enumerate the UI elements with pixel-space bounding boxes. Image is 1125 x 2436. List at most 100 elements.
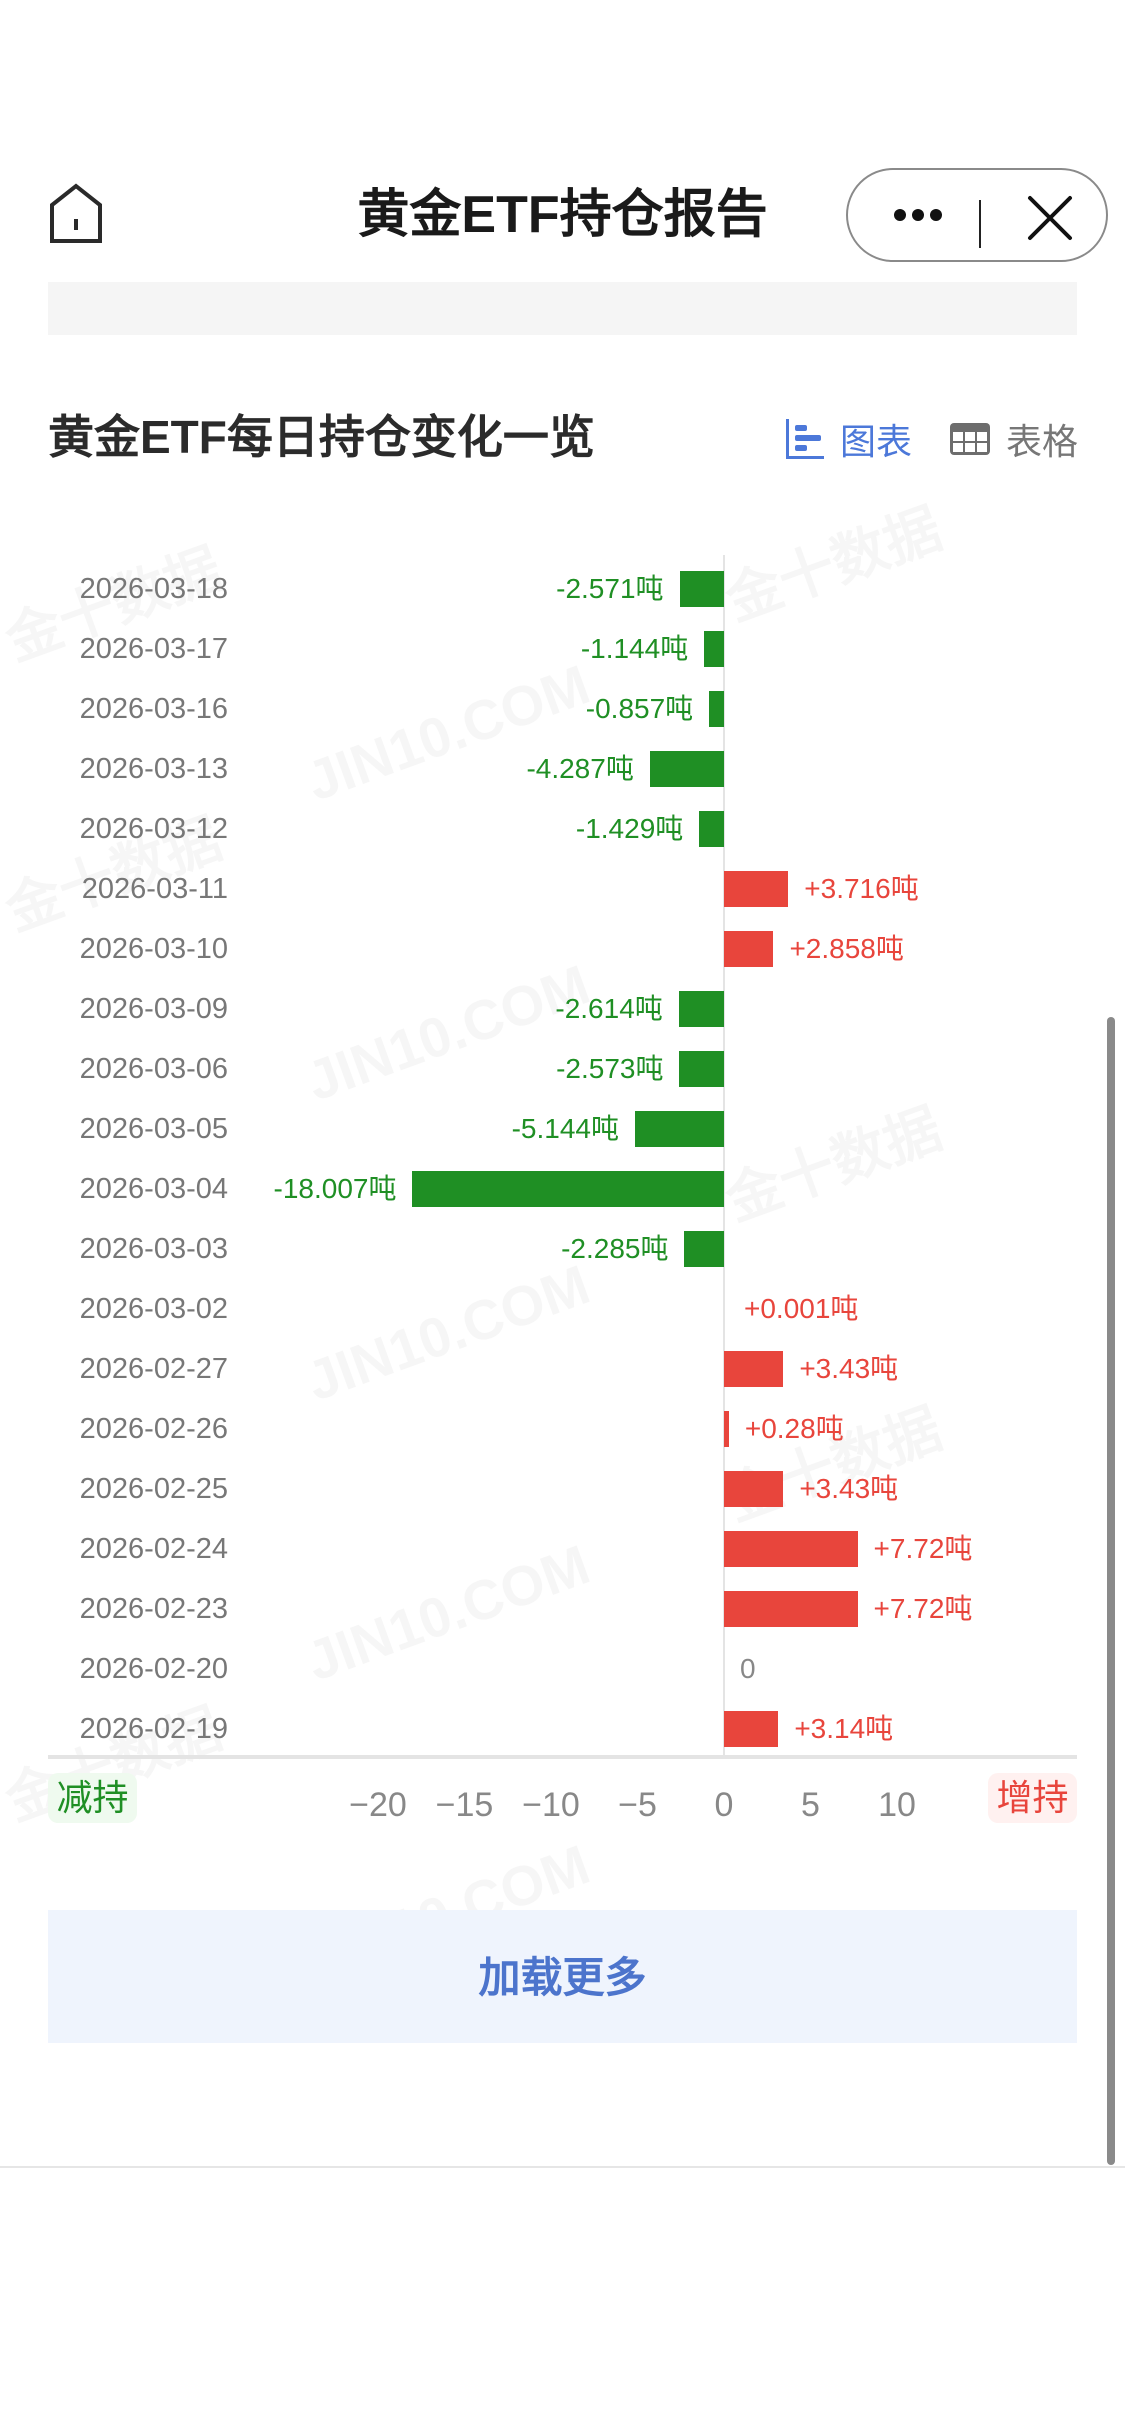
chart-row: 2026-03-10 +2.858吨 [0, 919, 1125, 979]
more-dots-icon [894, 209, 942, 221]
date-label: 2026-02-24 [79, 1533, 228, 1565]
increase-bar [724, 871, 789, 907]
date-label: 2026-03-18 [79, 573, 228, 605]
chart-row: 2026-03-03 -2.285吨 [0, 1219, 1125, 1279]
increase-bar [724, 1351, 784, 1387]
holdings-change-bar-chart: 2026-03-18 -2.571吨 2026-03-17 -1.144吨 2026-0… [0, 555, 1125, 1755]
chart-row: 2026-03-11 +3.716吨 [0, 859, 1125, 919]
date-label: 2026-02-25 [79, 1473, 228, 1505]
chart-row: 2026-03-09 -2.614吨 [0, 979, 1125, 1039]
date-label: 2026-03-04 [79, 1173, 228, 1205]
decrease-bar [684, 1231, 724, 1267]
date-label: 2026-03-10 [79, 933, 228, 965]
decrease-bar [649, 751, 724, 787]
chart-row: 2026-03-02 +0.001吨 [0, 1279, 1125, 1339]
value-label: +0.28吨 [744, 1413, 844, 1444]
chart-row: 2026-02-27 +3.43吨 [0, 1339, 1125, 1399]
load-more-button[interactable]: 加载更多 [48, 1910, 1077, 2043]
chart-row: 2026-03-12 -1.429吨 [0, 799, 1125, 859]
decrease-bar [678, 991, 724, 1027]
home-button[interactable] [48, 183, 104, 243]
date-label: 2026-03-17 [79, 633, 228, 665]
value-label: 0 [740, 1653, 756, 1684]
chart-row: 2026-03-13 -4.287吨 [0, 739, 1125, 799]
date-label: 2026-02-27 [79, 1353, 228, 1385]
date-label: 2026-03-12 [79, 813, 228, 845]
mini-program-capsule [846, 168, 1108, 262]
chart-row: 2026-03-04 -18.007吨 [0, 1159, 1125, 1219]
x-tick-label: −20 [349, 1786, 407, 1824]
date-label: 2026-02-26 [79, 1413, 228, 1445]
value-label: +3.43吨 [799, 1473, 899, 1504]
value-label: -1.429吨 [575, 813, 684, 844]
section-title: 黄金ETF每日持仓变化一览 [48, 411, 595, 463]
date-label: 2026-02-19 [79, 1713, 228, 1745]
value-label: -2.571吨 [556, 573, 664, 604]
chart-row: 2026-03-06 -2.573吨 [0, 1039, 1125, 1099]
view-toggle-table-label: 表格 [1006, 421, 1079, 462]
chart-row: 2026-03-16 -0.857吨 [0, 679, 1125, 739]
chart-row: 2026-02-25 +3.43吨 [0, 1459, 1125, 1519]
decrease-bar [709, 691, 724, 727]
increase-bar [724, 1471, 784, 1507]
x-tick-label: 5 [801, 1786, 820, 1824]
chart-row: 2026-02-20 0 [0, 1639, 1125, 1699]
decrease-bar [704, 631, 724, 667]
close-icon [1028, 196, 1072, 240]
value-label: +7.72吨 [873, 1533, 973, 1564]
view-toggle-table[interactable]: 表格 [950, 414, 1078, 464]
x-tick-label: −5 [618, 1786, 657, 1824]
value-label: +3.716吨 [804, 873, 919, 904]
close-button[interactable] [1020, 188, 1080, 248]
value-label: +2.858吨 [789, 933, 904, 964]
value-label: -1.144吨 [580, 633, 689, 664]
increase-bar [724, 1531, 858, 1567]
increase-bar [724, 1591, 858, 1627]
decrease-bar [635, 1111, 724, 1147]
chart-row: 2026-03-05 -5.144吨 [0, 1099, 1125, 1159]
value-label: -2.614吨 [555, 993, 663, 1024]
date-label: 2026-02-23 [79, 1593, 228, 1625]
view-toggle-chart[interactable]: 图表 [786, 414, 912, 464]
value-label: +3.43吨 [799, 1353, 899, 1384]
value-label: +0.001吨 [744, 1293, 859, 1324]
legend-increase-badge: 增持 [988, 1773, 1077, 1823]
scrollbar[interactable] [1107, 1017, 1115, 2165]
decrease-bar [699, 811, 724, 847]
value-label: -4.287吨 [526, 753, 634, 784]
table-grid-icon [950, 423, 990, 455]
decrease-bar [412, 1171, 724, 1207]
header-strip [48, 282, 1077, 335]
chart-row: 2026-03-18 -2.571吨 [0, 559, 1125, 619]
more-button[interactable] [868, 170, 968, 260]
date-label: 2026-03-02 [79, 1293, 228, 1325]
x-tick-label: 0 [714, 1786, 734, 1824]
decrease-bar [679, 571, 724, 607]
increase-bar [724, 931, 774, 967]
date-label: 2026-03-03 [79, 1233, 228, 1265]
date-label: 2026-02-20 [79, 1653, 228, 1685]
chart-row: 2026-02-24 +7.72吨 [0, 1519, 1125, 1579]
date-label: 2026-03-11 [81, 873, 228, 905]
page-title: 黄金ETF持仓报告 [357, 186, 768, 244]
x-tick-label: 10 [878, 1786, 916, 1824]
date-label: 2026-03-16 [79, 693, 228, 725]
date-label: 2026-03-13 [79, 753, 228, 785]
x-axis-line [48, 1755, 1077, 1759]
date-label: 2026-03-05 [79, 1113, 228, 1145]
value-label: -18.007吨 [273, 1173, 397, 1204]
value-label: -2.285吨 [561, 1233, 669, 1264]
x-tick-label: −15 [435, 1786, 494, 1824]
date-label: 2026-03-09 [79, 993, 228, 1025]
increase-bar [724, 1711, 779, 1747]
chart-row: 2026-02-26 +0.28吨 [0, 1399, 1125, 1459]
legend-decrease-badge: 减持 [48, 1773, 137, 1823]
chart-row: 2026-02-23 +7.72吨 [0, 1579, 1125, 1639]
bar-chart-icon [786, 419, 824, 459]
increase-bar [724, 1411, 729, 1447]
value-label: -2.573吨 [556, 1053, 664, 1084]
bottom-divider [0, 2166, 1125, 2168]
value-label: +3.14吨 [794, 1713, 894, 1744]
x-tick-label: −10 [522, 1786, 580, 1824]
value-label: +7.72吨 [873, 1593, 973, 1624]
